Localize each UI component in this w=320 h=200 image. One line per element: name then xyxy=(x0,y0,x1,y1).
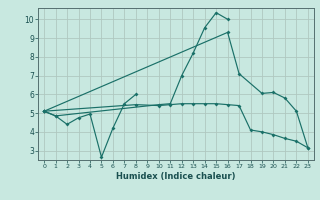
X-axis label: Humidex (Indice chaleur): Humidex (Indice chaleur) xyxy=(116,172,236,181)
